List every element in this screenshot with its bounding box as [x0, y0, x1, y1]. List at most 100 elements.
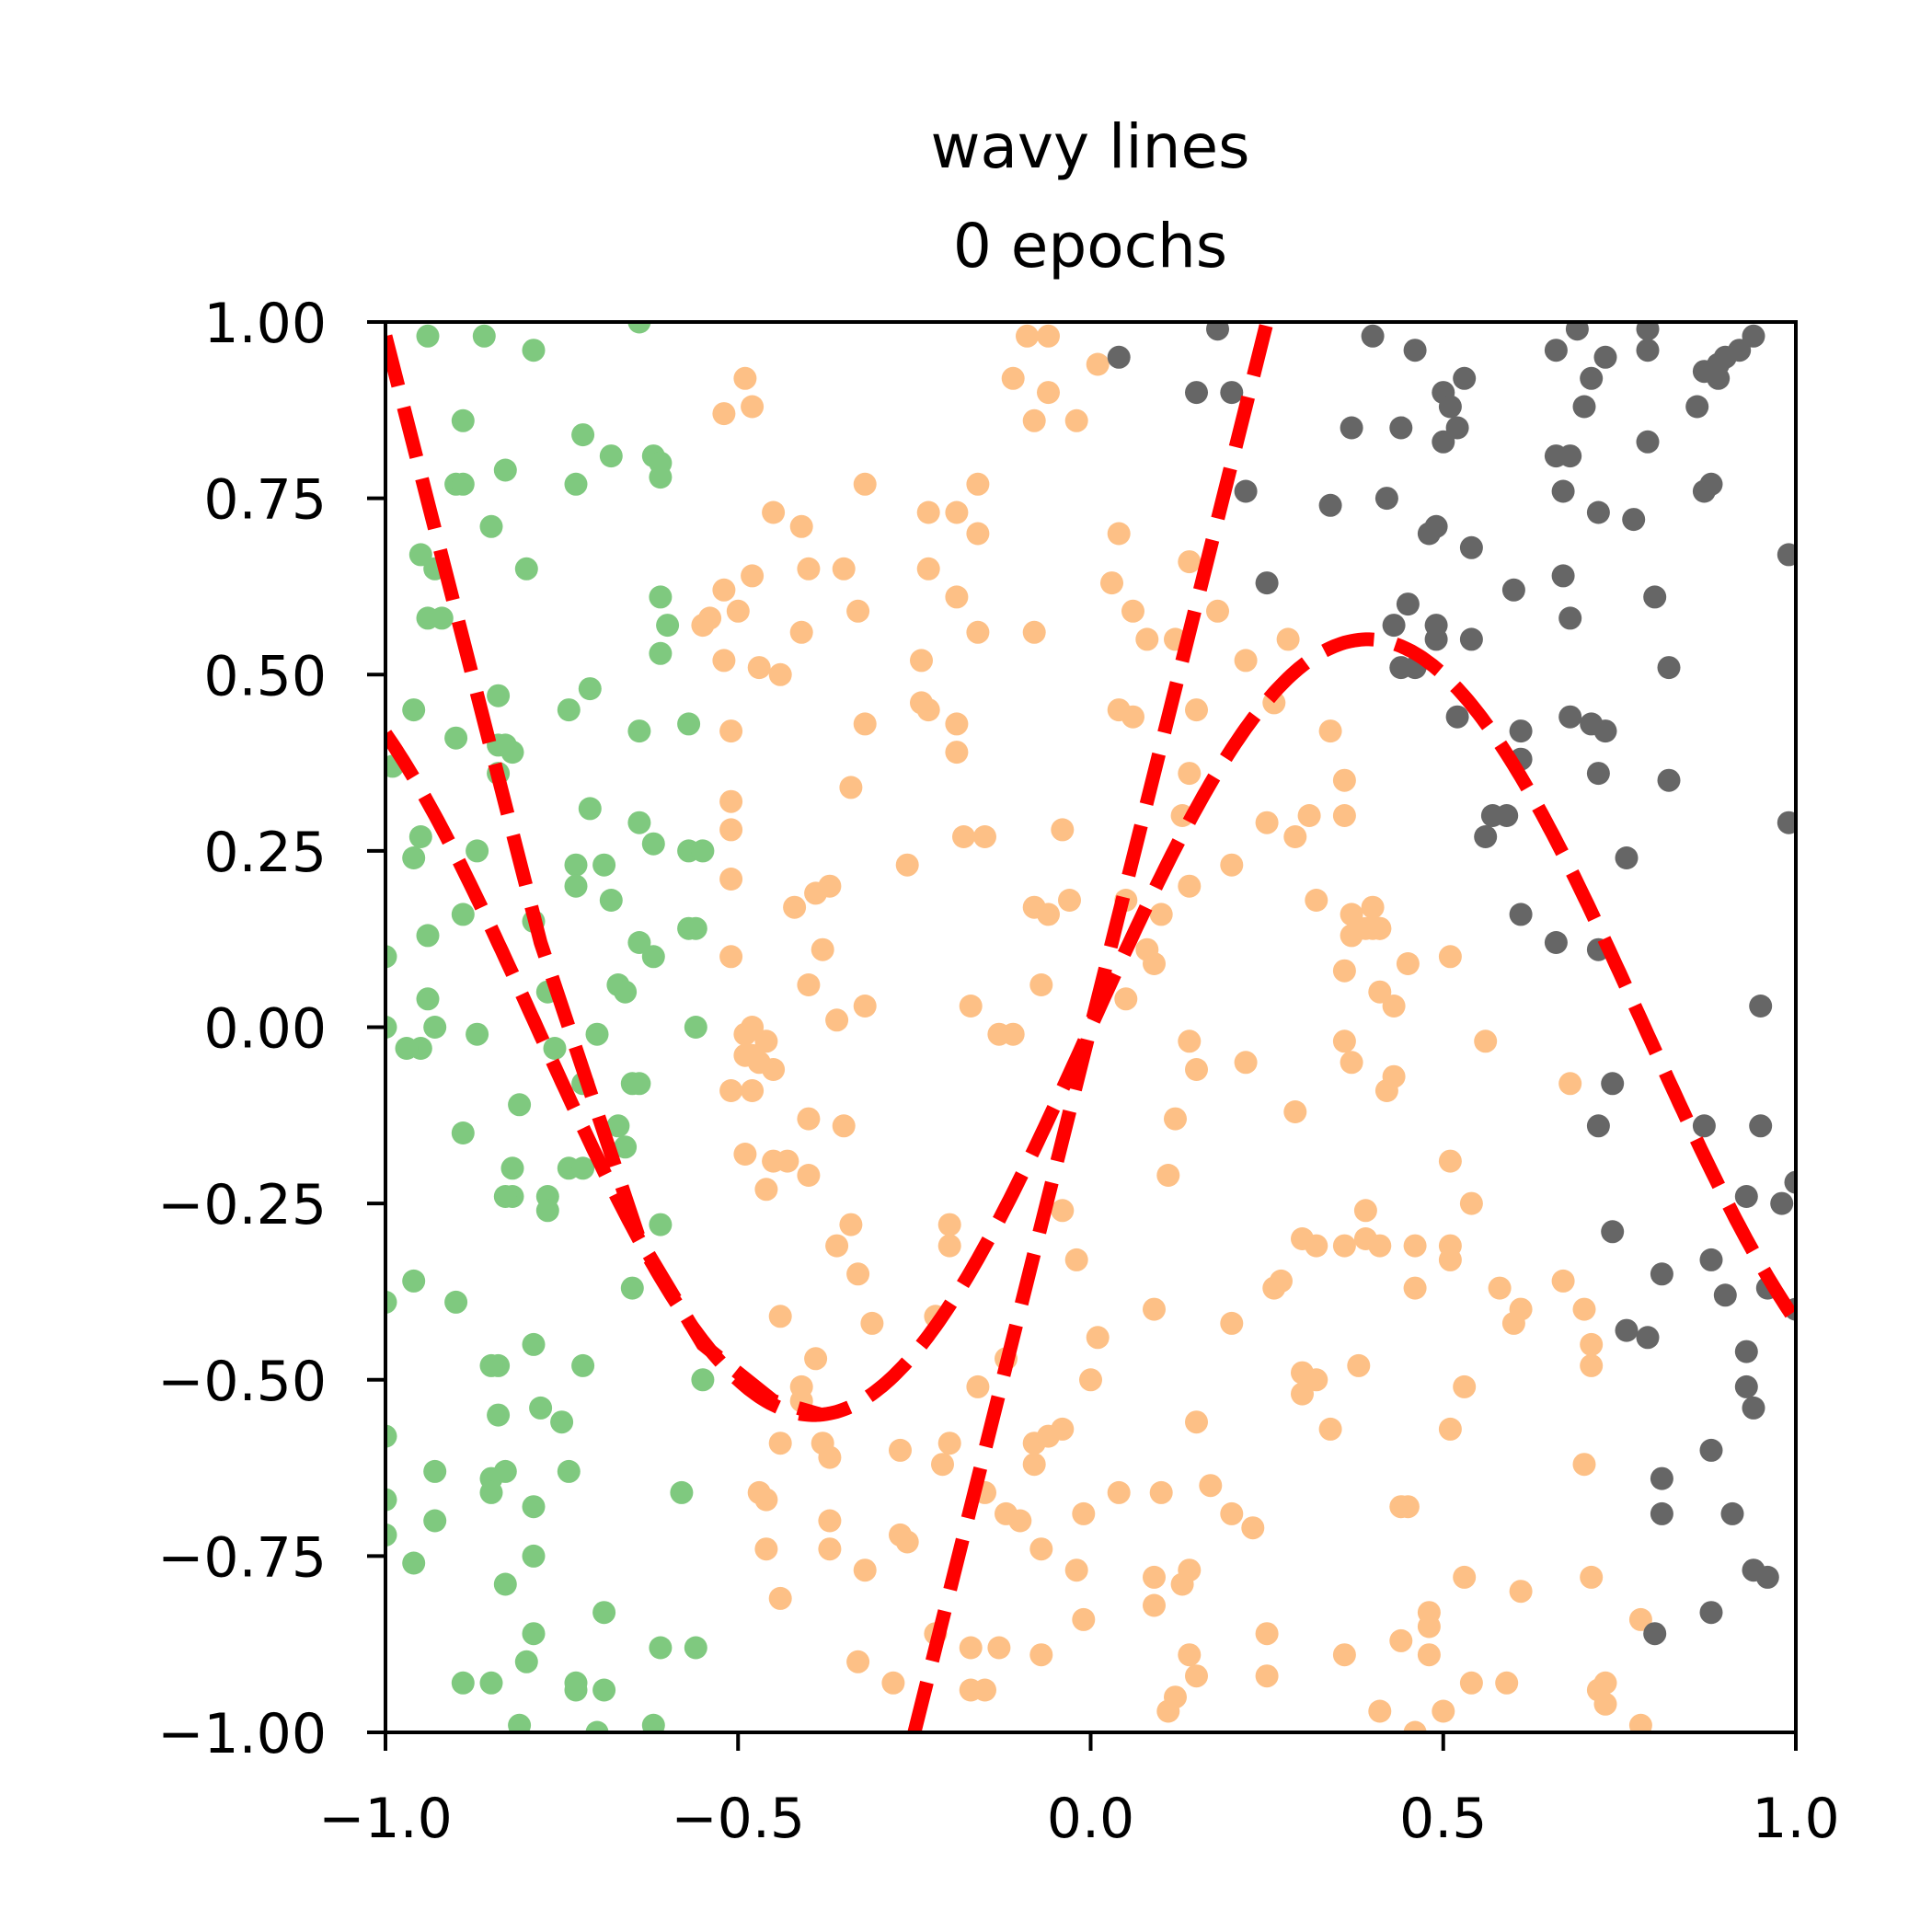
data-point: [966, 620, 990, 644]
data-point: [1022, 620, 1046, 644]
data-point: [416, 924, 440, 948]
data-point: [1777, 811, 1796, 834]
data-point: [768, 1305, 792, 1328]
y-tick-label: −0.25: [157, 1173, 327, 1237]
data-point: [1022, 1453, 1046, 1477]
data-point: [691, 1368, 715, 1392]
data-point: [973, 825, 996, 848]
data-point: [1432, 1699, 1455, 1723]
data-point: [451, 1671, 475, 1695]
data-point: [451, 472, 475, 496]
data-point: [839, 1213, 863, 1236]
data-point: [1305, 1368, 1328, 1392]
data-point: [889, 1438, 912, 1462]
data-point: [741, 1079, 765, 1102]
data-point: [1283, 1100, 1307, 1123]
data-point: [853, 472, 877, 496]
data-point: [423, 1509, 447, 1533]
data-point: [1558, 1072, 1582, 1096]
data-point: [571, 423, 595, 447]
data-point: [895, 853, 919, 877]
data-point: [916, 698, 940, 722]
data-point: [1374, 487, 1398, 511]
data-point: [1396, 952, 1420, 975]
data-point: [1072, 1501, 1096, 1525]
data-point: [592, 1678, 616, 1702]
data-point: [1636, 430, 1660, 454]
data-point: [1636, 1326, 1660, 1350]
data-point: [1340, 1051, 1363, 1075]
data-point: [641, 945, 665, 969]
data-point: [1544, 931, 1568, 954]
data-point: [1572, 395, 1596, 419]
data-point: [1650, 1501, 1673, 1525]
data-point: [839, 776, 863, 799]
data-point: [1403, 1720, 1427, 1732]
data-point: [860, 1311, 884, 1335]
data-point: [1382, 995, 1406, 1018]
data-point: [1297, 804, 1321, 827]
data-point: [1628, 1607, 1652, 1631]
data-point: [804, 1347, 828, 1371]
data-point: [1185, 381, 1208, 405]
data-point: [1544, 339, 1568, 362]
data-point: [599, 889, 623, 912]
data-point: [1255, 1622, 1279, 1646]
data-point: [1586, 500, 1610, 524]
data-point: [846, 1650, 870, 1673]
data-point: [1707, 366, 1731, 390]
data-point: [1558, 606, 1582, 630]
data-point: [1509, 719, 1533, 743]
data-point: [1453, 366, 1477, 390]
data-point: [684, 916, 707, 940]
data-point: [430, 606, 454, 630]
data-point: [1734, 1340, 1758, 1363]
data-point: [585, 1720, 609, 1732]
data-point: [1178, 550, 1202, 574]
data-point: [1692, 1114, 1716, 1138]
data-point: [846, 599, 870, 623]
data-point: [1008, 1509, 1032, 1533]
data-point: [1628, 1713, 1652, 1732]
data-point: [493, 1185, 517, 1208]
data-point: [1149, 903, 1173, 926]
data-point: [1424, 627, 1448, 651]
data-point: [641, 832, 665, 856]
data-point: [557, 1459, 581, 1483]
data-point: [881, 1671, 905, 1695]
data-point: [1734, 1374, 1758, 1398]
data-point: [776, 1149, 799, 1173]
data-point: [719, 1079, 743, 1102]
data-point: [712, 578, 736, 602]
data-point: [762, 1058, 786, 1081]
data-point: [945, 712, 969, 736]
data-point: [1156, 1164, 1180, 1187]
data-point: [1100, 571, 1123, 595]
data-point: [973, 1678, 996, 1702]
data-point: [853, 1558, 877, 1582]
data-point: [550, 1410, 574, 1434]
data-point: [1305, 1234, 1328, 1258]
data-point: [522, 1332, 546, 1356]
data-point: [733, 1022, 757, 1046]
data-point: [1424, 514, 1448, 538]
data-point: [937, 1234, 961, 1258]
data-point: [1368, 980, 1392, 1004]
data-point: [1438, 1417, 1462, 1441]
data-point: [543, 1037, 567, 1060]
data-point: [945, 585, 969, 609]
data-point: [1488, 1276, 1512, 1300]
y-tick-label: 0.00: [203, 997, 327, 1062]
data-point: [1037, 903, 1060, 926]
data-point: [797, 1107, 821, 1131]
data-point: [733, 366, 757, 390]
data-point: [1318, 493, 1342, 517]
data-point: [508, 1093, 532, 1117]
data-point: [1580, 366, 1604, 390]
data-point: [1079, 1368, 1102, 1392]
data-point: [487, 684, 511, 707]
data-point: [1389, 1628, 1413, 1652]
data-point: [1022, 1432, 1046, 1455]
data-point: [832, 557, 856, 581]
data-point: [1445, 416, 1469, 440]
